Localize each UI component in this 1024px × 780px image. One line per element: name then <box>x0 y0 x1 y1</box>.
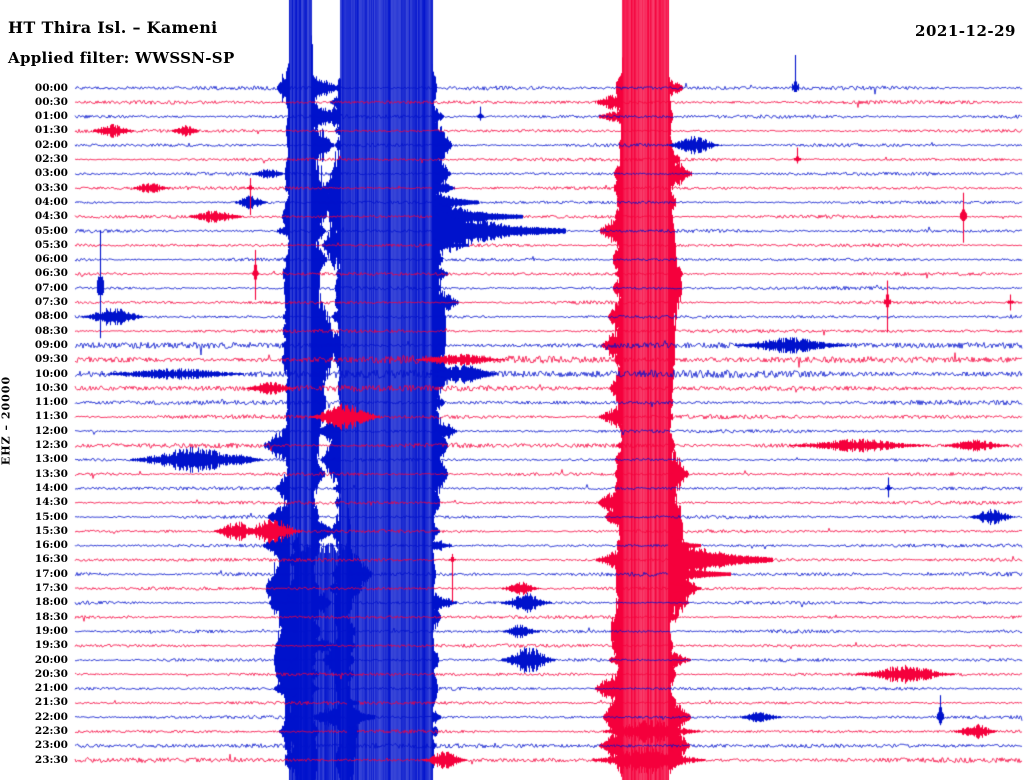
time-label-0430: 04:30 <box>34 210 68 223</box>
time-label-0400: 04:00 <box>34 195 68 208</box>
filter-label: Applied filter: WWSSN-SP <box>8 49 235 67</box>
time-label-1730: 17:30 <box>34 582 68 594</box>
time-label-0500: 05:00 <box>34 224 68 237</box>
time-label-0830: 08:30 <box>34 324 68 337</box>
time-label-0200: 02:00 <box>34 138 68 151</box>
time-label-2200: 22:00 <box>34 710 68 723</box>
time-label-1800: 18:00 <box>34 596 68 609</box>
time-label-1530: 15:30 <box>34 524 68 537</box>
time-label-2000: 20:00 <box>34 653 68 666</box>
time-label-1000: 10:00 <box>34 367 68 380</box>
time-label-2130: 21:30 <box>34 696 68 709</box>
time-label-1430: 14:30 <box>34 496 68 509</box>
time-label-0230: 02:30 <box>34 153 68 165</box>
time-label-1400: 14:00 <box>34 481 68 494</box>
station-title: HT Thira Isl. – Kameni <box>8 18 218 37</box>
time-label-0630: 06:30 <box>34 267 68 280</box>
time-label-0600: 06:00 <box>34 253 68 266</box>
time-label-2100: 21:00 <box>34 682 68 695</box>
time-label-1700: 17:00 <box>34 567 68 580</box>
time-label-0930: 09:30 <box>34 353 68 366</box>
date-label: 2021-12-29 <box>915 22 1016 40</box>
time-label-1030: 10:30 <box>34 381 68 394</box>
time-label-0800: 08:00 <box>34 310 68 323</box>
time-label-1600: 16:00 <box>34 539 68 552</box>
time-label-1830: 18:30 <box>34 610 68 623</box>
time-label-0730: 07:30 <box>34 296 68 308</box>
time-label-0900: 09:00 <box>34 338 68 351</box>
time-label-2030: 20:30 <box>34 667 68 680</box>
time-label-0030: 00:30 <box>34 95 68 108</box>
time-label-1500: 15:00 <box>34 510 68 523</box>
time-label-1200: 12:00 <box>34 424 68 437</box>
time-label-0530: 05:30 <box>34 238 68 251</box>
channel-scale-label: EHZ – 20000 <box>0 375 13 466</box>
time-label-2230: 22:30 <box>34 725 68 737</box>
time-label-2330: 23:30 <box>34 753 68 766</box>
time-label-1300: 13:00 <box>34 453 68 466</box>
time-label-0100: 01:00 <box>34 110 68 123</box>
time-label-0300: 03:00 <box>34 167 68 180</box>
time-label-0700: 07:00 <box>34 281 68 294</box>
time-label-1900: 19:00 <box>34 624 68 637</box>
time-label-1930: 19:30 <box>34 639 68 652</box>
time-label-1130: 11:30 <box>34 410 68 423</box>
time-label-0330: 03:30 <box>34 181 68 194</box>
time-label-1100: 11:00 <box>34 396 68 409</box>
time-label-0000: 00:00 <box>34 81 68 94</box>
time-label-0130: 01:30 <box>34 124 68 137</box>
time-label-1230: 12:30 <box>34 439 68 451</box>
time-label-1330: 13:30 <box>34 467 68 480</box>
time-label-2300: 23:00 <box>34 739 68 752</box>
time-label-1630: 16:30 <box>34 553 68 566</box>
